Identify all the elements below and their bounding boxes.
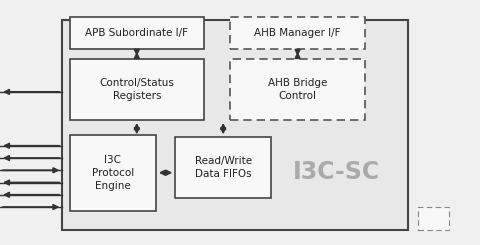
Text: I3C
Protocol
Engine: I3C Protocol Engine [92, 155, 134, 191]
Text: APB Subordinate I/F: APB Subordinate I/F [85, 28, 188, 38]
Bar [418, 207, 449, 230]
Bar [70, 17, 204, 49]
Text: Read/Write
Data FIFOs: Read/Write Data FIFOs [194, 156, 252, 179]
Text: I3C-SC: I3C-SC [292, 159, 380, 184]
Bar [175, 137, 271, 198]
Text: AHB Manager I/F: AHB Manager I/F [254, 28, 341, 38]
Bar [70, 59, 204, 120]
Text: Control/Status
Registers: Control/Status Registers [99, 78, 174, 101]
Text: AHB Bridge
Control: AHB Bridge Control [268, 78, 327, 101]
Bar [230, 59, 365, 120]
Bar [230, 17, 365, 49]
Bar [62, 20, 408, 230]
Bar [70, 135, 156, 211]
